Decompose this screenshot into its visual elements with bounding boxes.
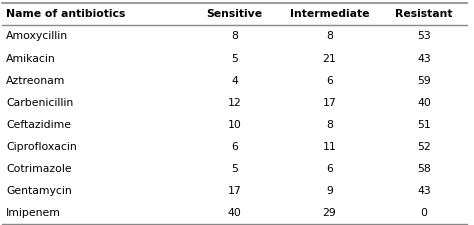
Text: 8: 8 xyxy=(326,120,333,130)
Text: 12: 12 xyxy=(228,98,242,108)
Text: 5: 5 xyxy=(231,164,238,174)
Text: 9: 9 xyxy=(326,186,333,196)
Text: Name of antibiotics: Name of antibiotics xyxy=(6,9,126,19)
Text: 6: 6 xyxy=(231,142,238,152)
Text: Carbenicillin: Carbenicillin xyxy=(6,98,73,108)
Text: 40: 40 xyxy=(417,98,431,108)
Text: 8: 8 xyxy=(231,32,238,41)
Text: 8: 8 xyxy=(326,32,333,41)
Text: 17: 17 xyxy=(322,98,337,108)
Text: Imipenem: Imipenem xyxy=(6,208,61,218)
Text: 29: 29 xyxy=(322,208,337,218)
Text: 4: 4 xyxy=(231,76,238,86)
Text: 0: 0 xyxy=(421,208,428,218)
Text: Sensitive: Sensitive xyxy=(207,9,263,19)
Text: 5: 5 xyxy=(231,54,238,63)
Text: 43: 43 xyxy=(417,54,431,63)
Text: 40: 40 xyxy=(228,208,242,218)
Text: 59: 59 xyxy=(417,76,431,86)
Text: Aztreonam: Aztreonam xyxy=(6,76,65,86)
Text: 52: 52 xyxy=(417,142,431,152)
Text: 58: 58 xyxy=(417,164,431,174)
Text: Ciprofloxacin: Ciprofloxacin xyxy=(6,142,77,152)
Text: 43: 43 xyxy=(417,186,431,196)
Text: 11: 11 xyxy=(322,142,337,152)
Text: 10: 10 xyxy=(228,120,242,130)
Text: 17: 17 xyxy=(228,186,242,196)
Text: 53: 53 xyxy=(417,32,431,41)
Text: 6: 6 xyxy=(326,76,333,86)
Text: Ceftazidime: Ceftazidime xyxy=(6,120,71,130)
Text: Resistant: Resistant xyxy=(395,9,453,19)
Text: Amoxycillin: Amoxycillin xyxy=(6,32,68,41)
Text: 21: 21 xyxy=(322,54,337,63)
Text: 51: 51 xyxy=(417,120,431,130)
Text: Cotrimazole: Cotrimazole xyxy=(6,164,72,174)
Text: Gentamycin: Gentamycin xyxy=(6,186,72,196)
Text: Amikacin: Amikacin xyxy=(6,54,56,63)
Text: Intermediate: Intermediate xyxy=(290,9,369,19)
Text: 6: 6 xyxy=(326,164,333,174)
